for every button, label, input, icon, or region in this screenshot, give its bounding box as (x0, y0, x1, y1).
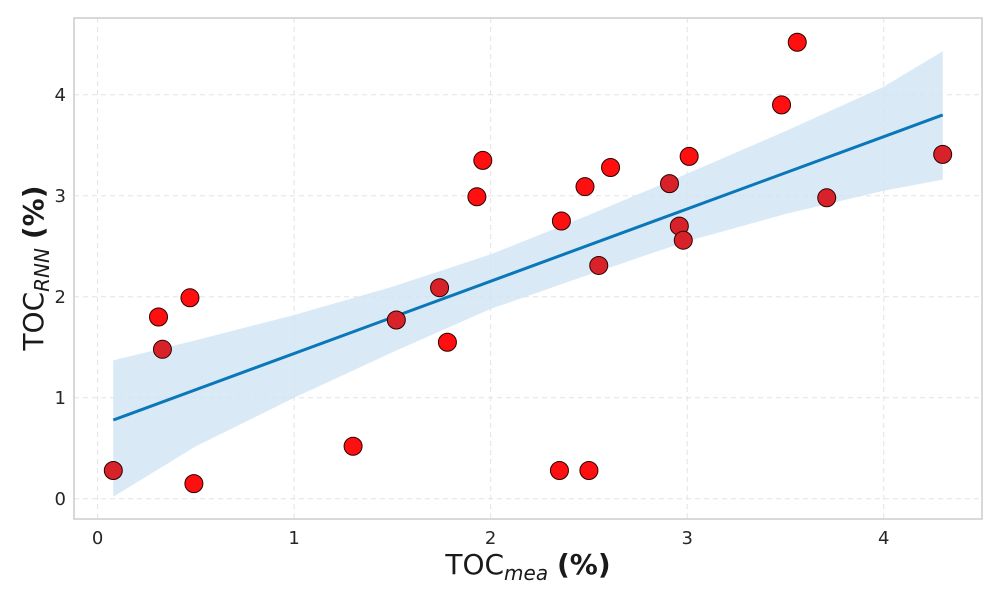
fit-line-layer (112, 113, 944, 422)
data-point (549, 461, 569, 481)
regression-line (112, 113, 944, 422)
data-point (772, 95, 792, 115)
x-axis-label: TOCmea (%) (444, 548, 610, 585)
tick-labels: 0 1 2 3 4 0 1 2 3 4 (55, 85, 890, 549)
data-point (184, 474, 204, 494)
x-tick-label: 2 (485, 528, 496, 549)
data-point (601, 157, 621, 177)
y-tick-label: 0 (55, 489, 66, 510)
data-point (575, 177, 595, 197)
x-tick-label: 1 (288, 528, 299, 549)
confidence-band-layer (113, 51, 943, 497)
data-point (149, 307, 169, 327)
data-point (473, 150, 493, 170)
x-axis-label-unit: (%) (557, 548, 611, 581)
data-point (103, 461, 123, 481)
y-tick-label: 4 (55, 85, 66, 106)
y-axis-label-main: TOC (17, 292, 50, 352)
data-point (660, 174, 680, 194)
y-tick-label: 2 (55, 287, 66, 308)
data-point (817, 188, 837, 208)
plot-frame (73, 17, 983, 520)
confidence-band (113, 51, 943, 497)
data-point (589, 255, 609, 275)
data-point (386, 310, 406, 330)
data-point (343, 436, 363, 456)
data-point (787, 32, 807, 52)
grid (74, 18, 982, 519)
data-point (673, 230, 693, 250)
data-point (679, 146, 699, 166)
data-point (437, 332, 457, 352)
x-tick-label: 3 (681, 528, 692, 549)
data-points (103, 32, 953, 494)
data-point (180, 288, 200, 308)
x-axis-label-main: TOC (444, 548, 504, 581)
x-axis-label-subscript: mea (504, 561, 548, 585)
y-tick-label: 1 (55, 388, 66, 409)
y-tick-label: 3 (55, 186, 66, 207)
data-point (430, 278, 450, 298)
data-point (467, 187, 487, 207)
data-point (579, 461, 599, 481)
y-axis-label: TOCRNN (%) (17, 185, 54, 351)
data-point (551, 211, 571, 231)
data-point (933, 144, 953, 164)
y-axis-label-unit: (%) (17, 185, 50, 239)
y-axis-label-subscript: RNN (30, 248, 54, 292)
x-tick-label: 4 (878, 528, 889, 549)
data-point (152, 339, 172, 359)
x-tick-label: 0 (92, 528, 103, 549)
